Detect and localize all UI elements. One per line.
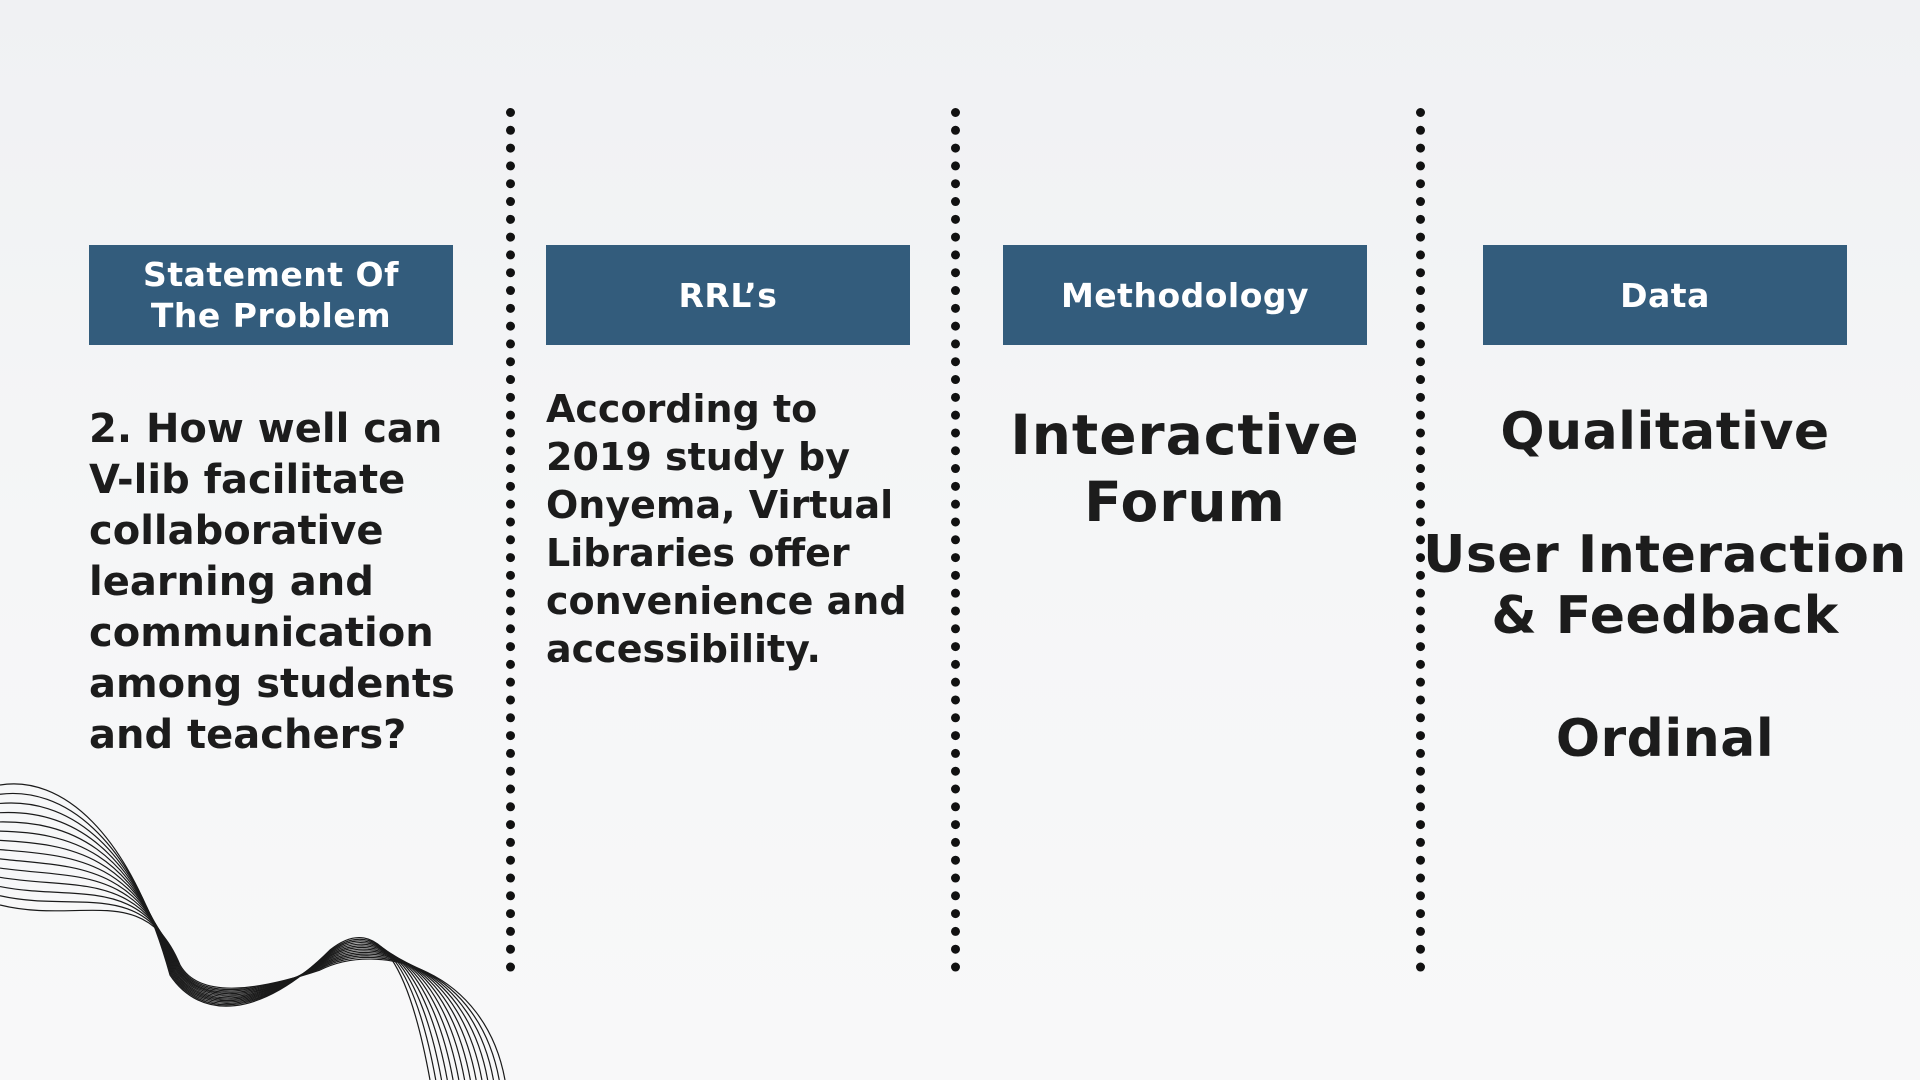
- column-divider-2: [951, 108, 960, 972]
- column-divider-3: [1416, 108, 1425, 972]
- methodology-text: Interactive Forum: [1010, 403, 1360, 534]
- wave-line: [0, 895, 500, 1080]
- data-item-qualitative: Qualitative: [1500, 402, 1830, 462]
- column-divider-1: [506, 108, 515, 972]
- wave-line: [0, 849, 471, 1080]
- wave-line: [0, 904, 506, 1080]
- methodology-title: Methodology: [1060, 275, 1310, 315]
- data-item-user-interaction: User Interaction & Feedback: [1423, 525, 1907, 646]
- wave-line: [0, 876, 489, 1080]
- wave-line: [0, 885, 495, 1080]
- rrls-text: According to 2019 study by Onyema, Virtu…: [546, 387, 907, 671]
- wave-lines-decoration: [0, 783, 506, 1080]
- wave-line: [0, 867, 483, 1080]
- statement-of-problem-text: 2. How well can V-lib facilitate collabo…: [89, 406, 455, 758]
- wave-line: [0, 802, 443, 1080]
- wave-line: [0, 858, 477, 1080]
- wave-line: [0, 783, 431, 1080]
- wave-line: [0, 839, 466, 1080]
- data-title: Data: [1620, 275, 1710, 315]
- data-item-ordinal: Ordinal: [1555, 709, 1775, 769]
- wave-line: [0, 792, 437, 1080]
- methodology-header: Methodology: [1003, 245, 1367, 345]
- data-header: Data: [1483, 245, 1847, 345]
- rrls-title: RRL’s: [678, 275, 778, 315]
- statement-of-problem-header: Statement Of The Problem: [89, 245, 453, 345]
- statement-of-problem-title: Statement Of The Problem: [143, 255, 399, 335]
- rrls-header: RRL’s: [546, 245, 910, 345]
- wave-line: [0, 830, 460, 1080]
